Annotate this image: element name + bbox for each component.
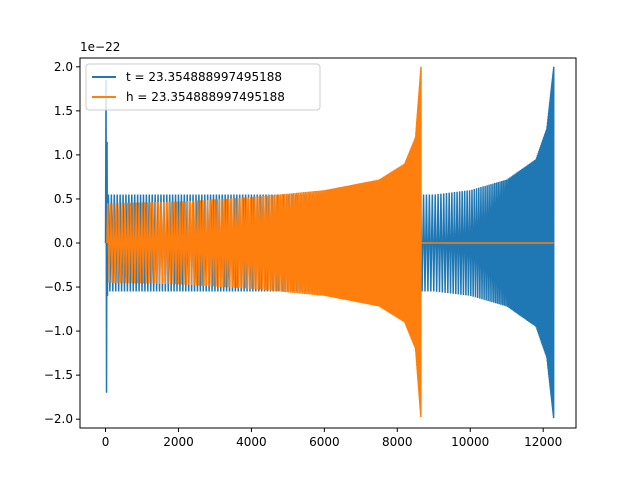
series-line-h — [106, 66, 422, 418]
y-tick-label: −2.0 — [44, 412, 73, 426]
legend: t = 23.354888997495188 h = 23.3548889974… — [85, 63, 321, 111]
x-tick-label: 12000 — [524, 435, 562, 449]
legend-box — [85, 63, 321, 111]
y-axis: −2.0 −1.5 −1.0 −0.5 0.0 0.5 1.0 1.5 2.0 — [44, 60, 80, 426]
x-tick-label: 6000 — [309, 435, 340, 449]
y-tick-label: −0.5 — [44, 280, 73, 294]
x-tick-label: 10000 — [451, 435, 489, 449]
x-tick-label: 2000 — [163, 435, 194, 449]
y-tick-label: 1.5 — [54, 104, 73, 118]
x-tick-label: 4000 — [236, 435, 267, 449]
x-axis: 0 2000 4000 6000 8000 10000 12000 — [102, 428, 562, 449]
x-tick-label: 8000 — [382, 435, 413, 449]
y-tick-label: 0.0 — [54, 236, 73, 250]
offset-label: 1e−22 — [80, 40, 120, 54]
y-tick-label: 0.5 — [54, 192, 73, 206]
y-tick-label: 1.0 — [54, 148, 73, 162]
x-tick-label: 0 — [102, 435, 110, 449]
y-tick-label: 2.0 — [54, 60, 73, 74]
legend-label-h: h = 23.354888997495188 — [126, 90, 285, 104]
legend-label-t: t = 23.354888997495188 — [126, 70, 282, 84]
y-tick-label: −1.5 — [44, 368, 73, 382]
y-tick-label: −1.0 — [44, 324, 73, 338]
